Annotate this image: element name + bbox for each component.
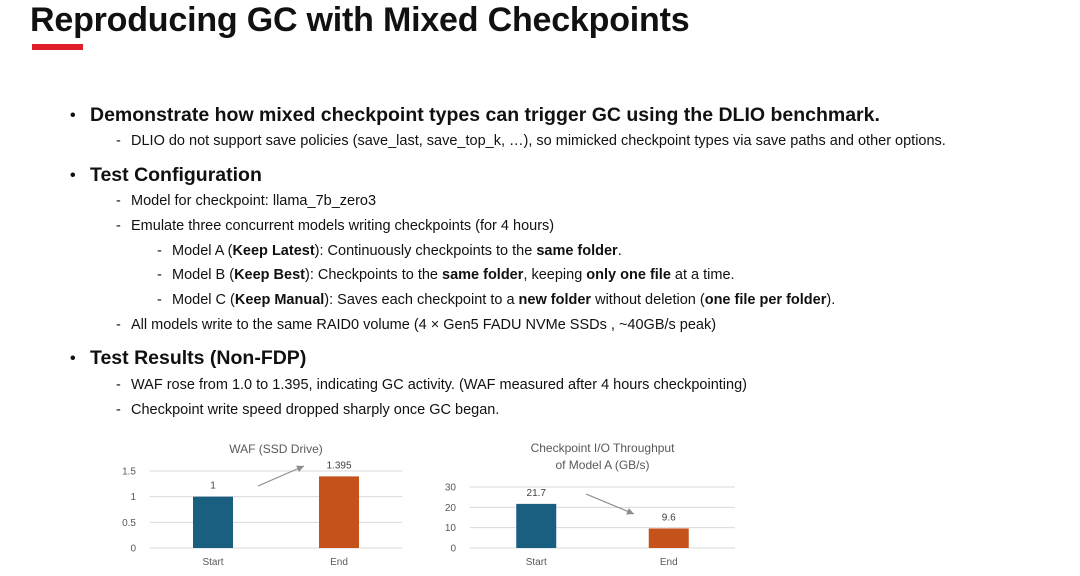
text-run: Model A (: [172, 243, 233, 259]
text-run: Model B (: [172, 267, 235, 283]
throughput-chart: Checkpoint I/O Throughput of Model A (GB/…: [440, 436, 750, 576]
dash-icon: -: [157, 267, 162, 283]
bullet-dot-icon: •: [70, 167, 76, 184]
sub-emulate-models: - Emulate three concurrent models writing…: [116, 216, 554, 236]
bullet-text: Demonstrate how mixed checkpoint types c…: [90, 104, 880, 126]
trend-arrow-icon: [585, 493, 635, 515]
data-label: 21.7: [527, 488, 547, 499]
bullet-test-results: • Test Results (Non-FDP): [70, 346, 306, 371]
sub-text: All models write to the same RAID0 volum…: [131, 317, 717, 333]
bold-run: Keep Manual: [234, 292, 325, 308]
subsub-model-c: - Model C (Keep Manual): Saves each check…: [157, 290, 835, 310]
text-run: without deletion (: [591, 292, 705, 308]
y-tick-label: 20: [445, 503, 457, 514]
subsub-model-a: - Model A (Keep Latest): Continuously che…: [157, 241, 622, 261]
x-tick-label: Start: [202, 557, 223, 568]
bullet-dot-icon: •: [70, 107, 76, 124]
data-label: 1.395: [326, 460, 351, 471]
dash-icon: -: [116, 317, 121, 333]
bar-end: [319, 476, 359, 548]
sub-speed-dropped: - Checkpoint write speed dropped sharply …: [116, 400, 499, 420]
bold-run: one file per folder: [704, 292, 827, 308]
chart-title: Checkpoint I/O Throughput: [531, 441, 676, 455]
y-tick-label: 10: [445, 523, 457, 534]
x-tick-label: End: [660, 557, 678, 568]
dash-icon: -: [116, 218, 121, 234]
text-run: ).: [826, 292, 836, 308]
trend-arrow-shaft: [257, 465, 305, 487]
sub-text: WAF rose from 1.0 to 1.395, indicating G…: [131, 377, 747, 393]
trend-arrow-head: [626, 508, 634, 515]
sub-model-checkpoint: - Model for checkpoint: llama_7b_zero3: [116, 191, 376, 211]
bullet-test-configuration: • Test Configuration: [70, 163, 262, 188]
bold-run: only one file: [586, 267, 671, 283]
throughput-chart-svg: Checkpoint I/O Throughput of Model A (GB/…: [445, 441, 735, 568]
text-run: at a time.: [670, 267, 735, 283]
bold-run: same folder: [442, 267, 524, 283]
waf-chart-svg: WAF (SSD Drive) 0 0.5 1 1.5 1 Start 1.395 End: [122, 442, 402, 568]
bold-run: same folder: [536, 243, 618, 259]
y-tick-label: 0.5: [122, 518, 136, 529]
trend-arrow-head: [296, 465, 304, 473]
bullet-dot-icon: •: [70, 350, 76, 367]
sub-text: Emulate three concurrent models writing …: [131, 218, 555, 234]
text-run: Model C (: [172, 292, 235, 308]
dash-icon: -: [116, 377, 121, 393]
dash-icon: -: [116, 402, 121, 418]
y-tick-label: 1: [130, 492, 136, 503]
y-tick-label: 30: [445, 483, 457, 494]
bullet-text: Test Results (Non-FDP): [90, 347, 307, 369]
sub-waf-rose: - WAF rose from 1.0 to 1.395, indicating …: [116, 375, 747, 395]
text-run: ): Saves each checkpoint to a: [324, 292, 519, 308]
sub-raid-volume: - All models write to the same RAID0 volu…: [116, 315, 716, 335]
title-accent-bar: [32, 44, 83, 50]
bar-end: [648, 528, 689, 548]
page-title: Reproducing GC with Mixed Checkpoints: [30, 1, 690, 39]
sub-text: DLIO do not support save policies (save_…: [131, 133, 946, 149]
dash-icon: -: [157, 243, 162, 259]
bold-run: Keep Best: [234, 267, 305, 283]
data-label: 9.6: [662, 512, 676, 523]
y-tick-label: 0: [450, 544, 456, 555]
bullet-text: Test Configuration: [90, 164, 262, 186]
x-tick-label: Start: [526, 557, 547, 568]
trend-arrow-icon: [257, 465, 305, 487]
sub-text: Model for checkpoint: llama_7b_zero3: [131, 193, 377, 209]
subsub-model-b: - Model B (Keep Best): Checkpoints to the…: [157, 265, 735, 285]
dash-icon: -: [157, 292, 162, 308]
bar-start: [516, 503, 557, 548]
bullet-demonstrate: • Demonstrate how mixed checkpoint types …: [70, 103, 880, 128]
chart-title: WAF (SSD Drive): [229, 442, 323, 456]
bold-run: new folder: [518, 292, 592, 308]
chart-title: of Model A (GB/s): [555, 458, 649, 472]
y-tick-label: 0: [130, 544, 136, 555]
sub-text: Checkpoint write speed dropped sharply o…: [131, 402, 500, 418]
trend-arrow-shaft: [585, 493, 635, 515]
bold-run: Keep Latest: [232, 243, 315, 259]
text-run: ): Continuously checkpoints to the: [314, 243, 537, 259]
dash-icon: -: [116, 193, 121, 209]
data-label: 1: [210, 481, 216, 492]
text-run: , keeping: [523, 267, 587, 283]
dash-icon: -: [116, 133, 121, 149]
text-run: ): Checkpoints to the: [304, 267, 442, 283]
x-tick-label: End: [330, 557, 348, 568]
sub-dlio-note: - DLIO do not support save policies (save…: [116, 131, 946, 151]
bar-start: [193, 496, 233, 548]
waf-chart: WAF (SSD Drive) 0 0.5 1 1.5 1 Start 1.395 End: [110, 436, 420, 576]
y-tick-label: 1.5: [122, 467, 136, 478]
text-run: .: [617, 243, 622, 259]
